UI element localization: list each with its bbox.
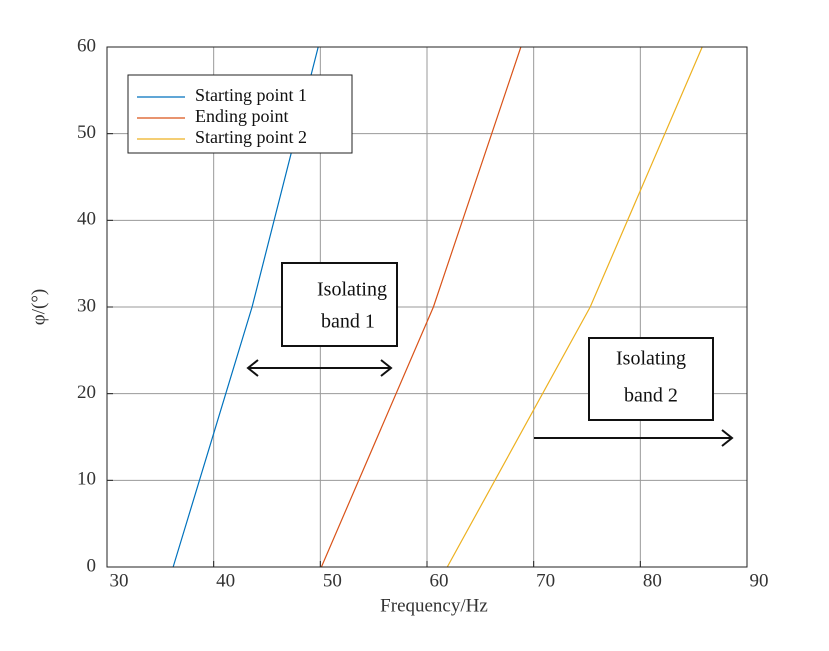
annotation-box: [281, 262, 398, 347]
arrow-head: [721, 429, 734, 447]
y-tick-label: 50: [77, 122, 96, 143]
x-axis-label: Frequency/Hz: [380, 595, 488, 616]
x-tick-label: 70: [536, 570, 555, 591]
x-tick-label: 40: [216, 570, 235, 591]
x-tick-label: 80: [643, 570, 662, 591]
y-tick-label: 0: [87, 555, 97, 576]
legend-label: Starting point 2: [195, 127, 307, 147]
annotation-box: [588, 337, 714, 421]
x-tick-label: 30: [110, 570, 129, 591]
arrow-head: [380, 359, 393, 377]
y-tick-label: 20: [77, 382, 96, 403]
y-tick-label: 60: [77, 35, 96, 56]
legend-label: Ending point: [195, 106, 289, 126]
annotation-text: Isolating: [616, 348, 686, 370]
series-line: [446, 46, 703, 568]
series-line: [320, 46, 522, 568]
annotation-text: band 1: [321, 311, 375, 333]
x-tick-label: 50: [323, 570, 342, 591]
legend-label: Starting point 1: [195, 85, 307, 105]
y-axis-label: φ/(°): [28, 289, 49, 326]
y-tick-label: 40: [77, 209, 96, 230]
arrow-head: [246, 359, 259, 377]
legend-box: [127, 74, 353, 154]
x-tick-label: 90: [750, 570, 769, 591]
ticks: 30 40 50 60 70 80 90 0 10 20 30 40 50 60: [77, 35, 769, 591]
annotation-text: band 2: [624, 385, 678, 407]
x-tick-label: 60: [430, 570, 449, 591]
annotation-text: Isolating: [317, 279, 387, 301]
y-tick-label: 30: [77, 295, 96, 316]
annotations: Isolating band 1 Isolating band 2: [246, 262, 734, 447]
y-tick-label: 10: [77, 469, 96, 490]
